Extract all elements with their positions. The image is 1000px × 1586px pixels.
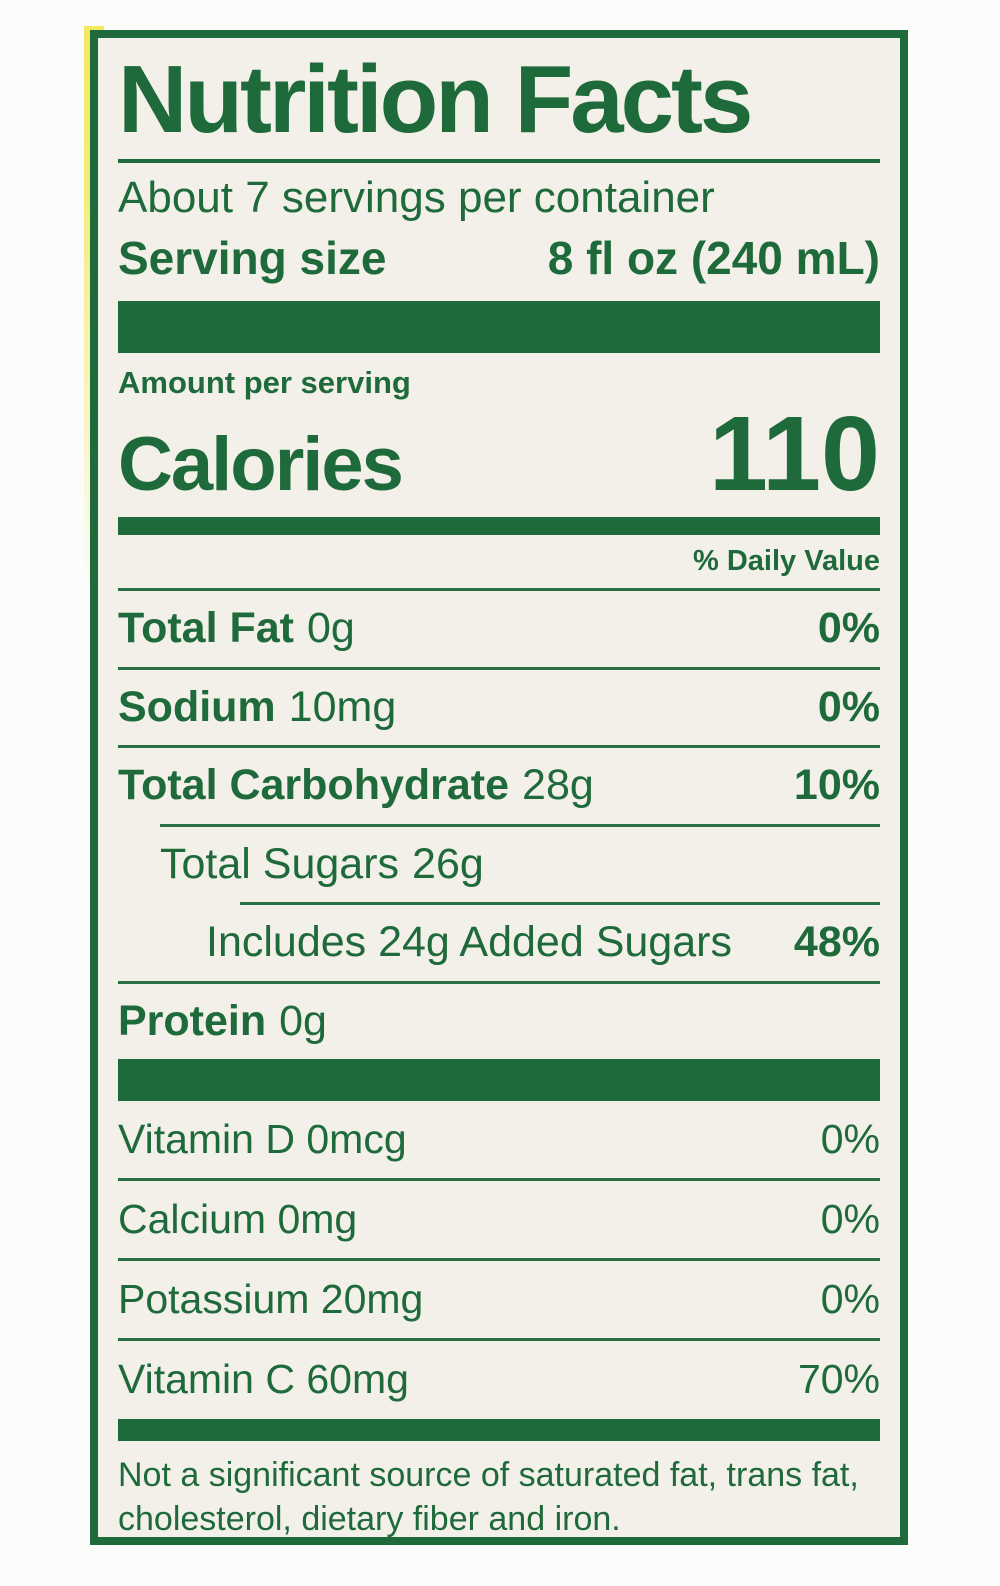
nutrient-row-total-fat: Total Fat 0g 0% xyxy=(118,591,880,666)
nutrient-name: Sodium xyxy=(118,682,276,731)
vitamin-row-potassium: Potassium 20mg 0% xyxy=(118,1261,880,1338)
thick-separator-bar-middle xyxy=(118,1059,880,1102)
servings-per-container: About 7 servings per container xyxy=(118,172,715,222)
nutrient-row-total-sugars: Total Sugars 26g xyxy=(118,827,880,902)
nutrition-facts-label: Nutrition Facts About 7 servings per con… xyxy=(90,30,908,1545)
vitamin-text: Vitamin D 0mcg xyxy=(118,1116,407,1163)
divider xyxy=(118,1338,880,1342)
nutrient-row-total-carbohydrate: Total Carbohydrate 28g 10% xyxy=(118,748,880,823)
vitamin-row-calcium: Calcium 0mg 0% xyxy=(118,1181,880,1258)
divider xyxy=(118,588,880,592)
serving-size-label: Serving size xyxy=(118,232,387,285)
nutrient-name: Total Fat xyxy=(118,604,294,653)
nutrient-name: Protein xyxy=(118,996,267,1045)
divider xyxy=(118,980,880,984)
divider xyxy=(118,745,880,749)
footnote-text: Not a significant source of saturated fa… xyxy=(118,1455,859,1538)
nutrient-daily-value: 10% xyxy=(793,761,880,810)
vitamin-daily-value: 70% xyxy=(797,1356,880,1403)
nutrient-row-protein: Protein 0g xyxy=(118,984,880,1059)
nutrient-row-sodium: Sodium 10mg 0% xyxy=(118,670,880,745)
vitamin-text: Calcium 0mg xyxy=(118,1196,358,1243)
title-divider xyxy=(118,158,880,163)
nutrient-amount: 0g xyxy=(279,996,327,1045)
nutrient-amount: 26g xyxy=(412,839,484,888)
thick-separator-bar-top xyxy=(118,301,880,354)
vitamin-daily-value: 0% xyxy=(820,1196,880,1243)
nutrient-amount: 0g xyxy=(306,604,355,653)
calories-row: Calories 110 xyxy=(118,401,880,507)
nutrient-name: Total Carbohydrate xyxy=(118,761,510,810)
vitamin-row-vitamin-d: Vitamin D 0mcg 0% xyxy=(118,1101,880,1178)
nutrient-row-added-sugars: Includes 24g Added Sugars 48% xyxy=(118,905,880,980)
divider xyxy=(240,902,880,906)
nutrient-daily-value: 0% xyxy=(817,682,880,731)
divider xyxy=(118,666,880,670)
serving-size-row: Serving size 8 fl oz (240 mL) xyxy=(118,231,880,285)
calories-separator-bar xyxy=(118,517,880,536)
serving-size-value: 8 fl oz (240 mL) xyxy=(547,232,880,285)
vitamin-text: Vitamin C 60mg xyxy=(118,1356,409,1403)
divider xyxy=(118,1258,880,1262)
label-title: Nutrition Facts xyxy=(118,46,753,153)
nutrient-name: Total Sugars xyxy=(160,839,400,888)
nutrient-daily-value: 48% xyxy=(793,918,880,967)
vitamin-row-vitamin-c: Vitamin C 60mg 70% xyxy=(118,1341,880,1418)
nutrient-daily-value: 0% xyxy=(817,604,880,653)
vitamin-daily-value: 0% xyxy=(820,1116,880,1163)
amount-per-serving-label: Amount per serving xyxy=(118,365,411,401)
divider xyxy=(118,1178,880,1182)
vitamin-daily-value: 0% xyxy=(820,1276,880,1323)
thick-separator-bar-bottom xyxy=(118,1418,880,1441)
divider xyxy=(160,823,880,827)
nutrient-name: Includes 24g Added Sugars xyxy=(206,918,732,967)
nutrient-amount: 28g xyxy=(522,761,594,810)
daily-value-header: % Daily Value xyxy=(693,545,880,578)
calories-label: Calories xyxy=(118,422,404,508)
nutrient-amount: 10mg xyxy=(288,682,397,731)
vitamin-text: Potassium 20mg xyxy=(118,1276,424,1323)
calories-value: 110 xyxy=(708,395,880,514)
